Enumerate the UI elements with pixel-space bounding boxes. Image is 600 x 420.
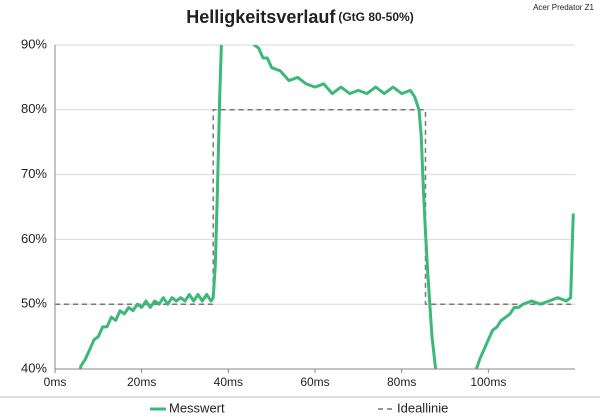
y-tick-label: 50% <box>21 296 47 311</box>
x-tick-label: 100ms <box>470 375 506 389</box>
y-tick-label: 40% <box>21 360 47 375</box>
title: Helligkeitsverlauf <box>186 7 336 27</box>
axes: 40% 50% 60% 70% 80% 90% 0ms 20ms 40ms 60ms 80ms 100… <box>21 36 575 389</box>
series-line <box>55 109 575 305</box>
x-tick-label: 40ms <box>214 375 243 389</box>
subtitle: (GtG 80-50%) <box>338 10 413 24</box>
legend-label: Messwert <box>169 400 225 415</box>
plot <box>55 45 575 369</box>
x-tick-label: 60ms <box>300 375 329 389</box>
chart-title: Helligkeitsverlauf (GtG 80-50%) <box>186 7 413 27</box>
x-tick-label: 20ms <box>127 375 156 389</box>
y-tick-label: 70% <box>21 166 47 181</box>
y-tick-label: 90% <box>21 36 47 51</box>
annotation: Acer Predator Z1 <box>533 3 594 12</box>
grid <box>55 44 575 370</box>
y-tick-label: 60% <box>21 231 47 246</box>
y-tick-label: 80% <box>21 101 47 116</box>
x-tick-label: 0ms <box>44 375 67 389</box>
x-tick-label: 80ms <box>387 375 416 389</box>
legend-label: Ideallinie <box>397 400 448 415</box>
series-line <box>78 45 575 369</box>
